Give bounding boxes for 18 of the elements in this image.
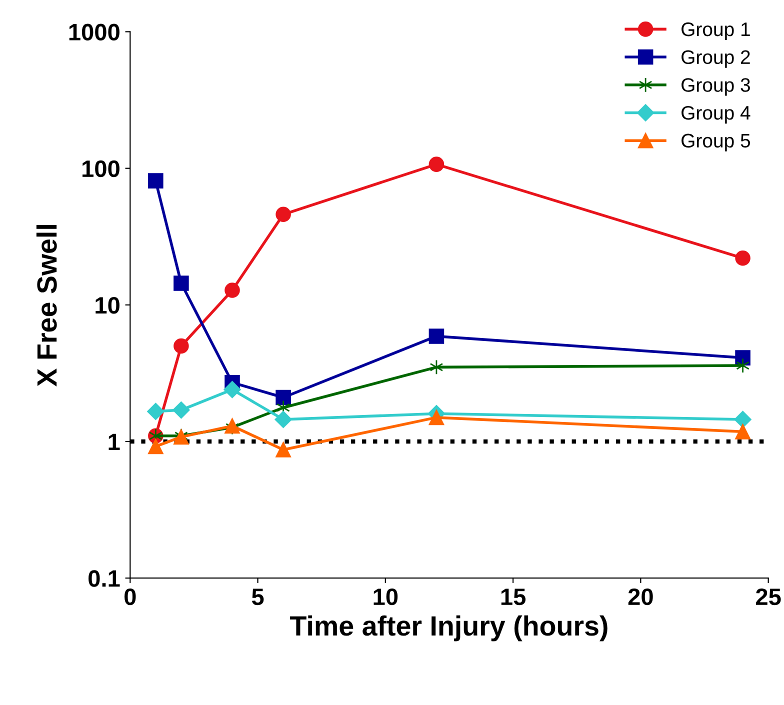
legend-label: Group 1 xyxy=(682,22,750,40)
x-tick-label: 5 xyxy=(252,588,264,606)
legend-label: Group 2 xyxy=(682,50,750,68)
legend-label: Group 3 xyxy=(682,78,750,96)
y-tick-label: 1000 xyxy=(69,24,120,41)
x-tick-label: 25 xyxy=(756,588,781,606)
x-axis-title: Time after Injury (hours) xyxy=(290,615,608,642)
y-tick-label: 100 xyxy=(82,160,120,178)
x-tick-label: 10 xyxy=(374,588,398,606)
y-axis-title: X Free Swell xyxy=(36,225,57,386)
y-tick-label: 10 xyxy=(96,296,120,314)
x-tick-label: 0 xyxy=(124,588,136,606)
x-tick-label: 15 xyxy=(501,588,526,606)
legend-label: Group 4 xyxy=(682,106,750,124)
x-tick-label: 20 xyxy=(628,588,653,606)
legend-label: Group 5 xyxy=(682,134,750,152)
y-tick-label: 0.1 xyxy=(88,570,120,587)
y-tick-label: 1 xyxy=(108,434,120,450)
